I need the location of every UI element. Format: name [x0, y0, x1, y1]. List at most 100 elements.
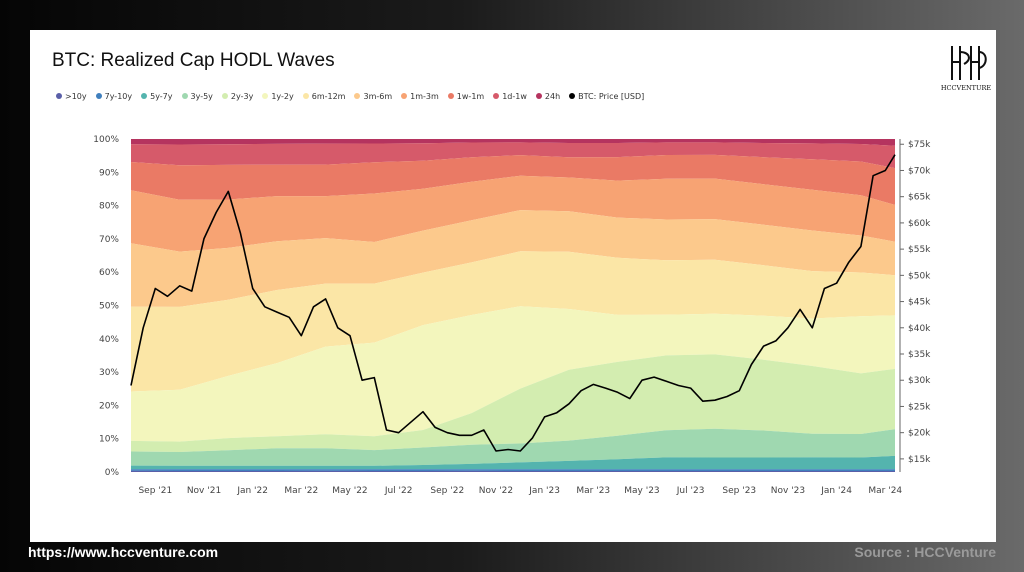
legend-dot-icon: [56, 93, 62, 99]
x-tick-label: Nov '21: [187, 486, 221, 496]
x-tick-label: Sep '23: [722, 486, 756, 496]
y-left-tick-label: 30%: [99, 368, 119, 378]
x-tick-label: Nov '22: [479, 486, 513, 496]
y-left-tick-label: 80%: [99, 202, 119, 212]
chart-title: BTC: Realized Cap HODL Waves: [52, 50, 335, 71]
legend-dot-icon: [447, 93, 454, 99]
y-right-tick-label: $50k: [908, 271, 931, 281]
legend-label: 24h: [544, 91, 561, 101]
legend-dot-icon: [221, 93, 228, 99]
x-tick-label: Mar '24: [868, 486, 902, 496]
x-tick-label: Nov '23: [771, 486, 805, 496]
chart-legend: >10y 7y-10y 5y-7y 3y-5y 2y-3y 1y-2y 6m-12m 3m-6…: [56, 89, 653, 103]
x-tick-label: Jul '23: [676, 486, 705, 496]
legend-item[interactable]: 3m-6m: [354, 92, 392, 101]
legend-item[interactable]: 1d-1w: [493, 92, 527, 101]
svg-text:HCCVENTURE: HCCVENTURE: [941, 84, 991, 92]
legend-item[interactable]: 6m-12m: [302, 91, 346, 101]
legend-item[interactable]: 1y-2y: [262, 91, 294, 101]
x-tick-label: Jul '22: [384, 486, 413, 496]
btc-price-line: [130, 154, 896, 452]
legend-dot-icon: [302, 93, 309, 99]
legend-label: BTC: Price [USD]: [578, 91, 645, 101]
hccventure-logo-icon: HCCVENTURE: [941, 46, 991, 92]
area-1d-1w: [131, 142, 895, 169]
legend-label: 6m-12m: [311, 91, 346, 101]
area-2y-3y: [131, 354, 895, 452]
area-7y-10y: [131, 469, 895, 471]
y-right-tick-label: $60k: [908, 219, 931, 229]
legend-item[interactable]: >10y: [56, 92, 87, 101]
legend-label: 2y-3y: [230, 91, 254, 101]
legend-item[interactable]: 2y-3y: [221, 91, 254, 101]
x-tick-label: May '23: [624, 486, 659, 496]
area-5y-7y: [131, 455, 895, 470]
y-left-tick-label: 90%: [99, 168, 119, 178]
legend-item[interactable]: 5y-7y: [141, 91, 173, 101]
y-right-tick-label: $20k: [908, 429, 931, 439]
x-tick-label: Jan '23: [528, 486, 560, 496]
x-tick-label: Jan '24: [820, 486, 852, 496]
legend-item[interactable]: 1w-1m: [447, 91, 485, 101]
area-1y-2y: [131, 306, 895, 442]
legend-dot-icon: [401, 93, 408, 99]
y-right-tick-label: $15k: [908, 455, 931, 465]
y-right-tick-label: $30k: [908, 376, 931, 386]
legend-label: 1m-3m: [410, 91, 439, 101]
legend-label: 1y-2y: [271, 91, 294, 101]
area-1w-1m: [131, 154, 895, 205]
y-right-tick-label: $55k: [908, 245, 931, 255]
legend-dot-icon: [569, 93, 576, 99]
legend-label: 1w-1m: [456, 91, 485, 101]
hodl-waves-chart: 0% 10% 20% 30% 40% 50% 60% 70% 80% 90% 100% $15k $20…: [93, 135, 931, 496]
y-left-tick-label: 50%: [99, 302, 119, 312]
area-3m-6m: [131, 210, 895, 307]
x-tick-label: Mar '23: [576, 486, 610, 496]
legend-dot-icon: [141, 93, 148, 99]
legend-label: 5y-7y: [150, 91, 173, 101]
legend-item[interactable]: BTC: Price [USD]: [569, 92, 644, 101]
x-tick-label: Jan '22: [236, 486, 268, 496]
legend-item[interactable]: 24h: [535, 91, 561, 101]
area--10y: [131, 470, 895, 472]
y-left-tick-label: 70%: [99, 235, 119, 245]
legend-item[interactable]: 7y-10y: [95, 91, 133, 101]
legend-dot-icon: [262, 93, 269, 99]
legend-dot-icon: [181, 93, 188, 99]
legend-item[interactable]: 3y-5y: [181, 91, 213, 101]
x-tick-label: Sep '22: [430, 486, 464, 496]
legend-item[interactable]: 1m-3m: [401, 92, 439, 101]
legend-label: >10y: [65, 91, 87, 101]
area-1m-3m: [131, 175, 895, 252]
y-right-tick-label: $75k: [908, 140, 931, 150]
x-tick-label: Mar '22: [284, 486, 318, 496]
legend-label: 3y-5y: [190, 91, 213, 101]
y-left-tick-label: 10%: [99, 435, 119, 445]
y-left-tick-label: 60%: [99, 268, 119, 278]
area-bands: [131, 139, 895, 472]
y-right-tick-label: $35k: [908, 350, 931, 360]
legend-dot-icon: [95, 93, 102, 99]
area-3y-5y: [131, 428, 895, 466]
chart-card: BTC: Realized Cap HODL Waves HCCVENTURE …: [30, 30, 996, 542]
x-tick-label: May '22: [332, 486, 367, 496]
legend-label: 7y-10y: [104, 91, 133, 101]
y-right-tick-label: $40k: [908, 324, 931, 334]
legend-label: 3m-6m: [363, 91, 393, 101]
y-left-tick-label: 40%: [99, 335, 119, 345]
legend-dot-icon: [354, 93, 361, 99]
y-right-tick-label: $25k: [908, 402, 931, 412]
y-left-tick-label: 100%: [93, 135, 119, 145]
y-right-tick-label: $70k: [908, 166, 931, 176]
y-left-tick-label: 20%: [99, 401, 119, 411]
footer-source: Source : HCCVenture: [854, 544, 996, 560]
area-24h: [131, 139, 895, 146]
y-left-tick-label: 0%: [105, 468, 120, 478]
legend-label: 1d-1w: [502, 91, 527, 101]
legend-dot-icon: [493, 93, 500, 99]
y-right-tick-label: $65k: [908, 193, 931, 203]
x-tick-label: Sep '21: [138, 486, 172, 496]
footer-url: https://www.hccventure.com: [28, 544, 219, 560]
legend-dot-icon: [535, 93, 542, 99]
y-right-tick-label: $45k: [908, 298, 931, 308]
